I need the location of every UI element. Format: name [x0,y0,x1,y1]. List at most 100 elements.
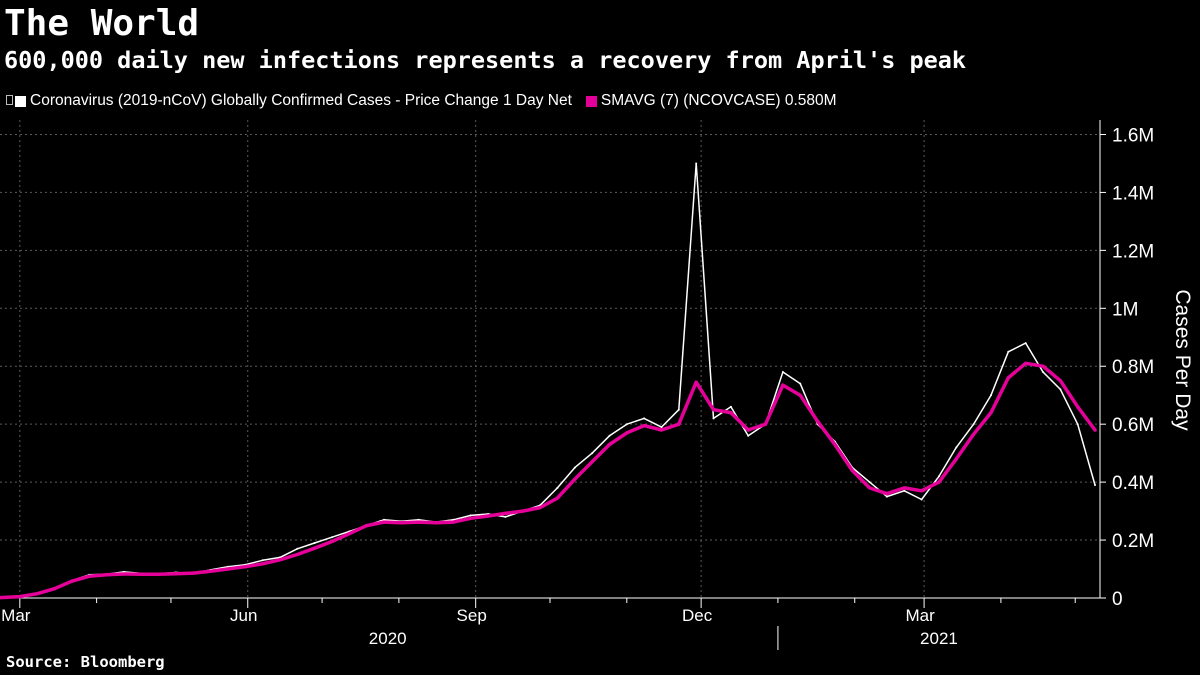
daily-cases-point [469,514,472,517]
smavg-point [850,468,854,473]
daily-cases-point [556,486,559,489]
y-tick-label: 1.2M [1112,241,1154,262]
daily-cases-point [677,408,680,411]
source-note: Source: Bloomberg [6,653,165,671]
smavg-point [313,546,317,550]
legend-label-daily-cases: Coronavirus (2019-nCoV) Globally Confirm… [30,92,572,109]
daily-cases-point [296,547,299,550]
smavg-point [0,596,2,600]
smavg-point [226,567,230,571]
smavg-point [104,573,109,577]
legend-item-smavg[interactable]: SMAVG (7) (NCOVCASE) 0.580M [585,92,837,110]
daily-cases-point [608,434,611,437]
daily-cases-point [990,394,992,397]
smavg-point [920,489,924,493]
smavg-point [139,572,143,576]
y-tick-label: 0.4M [1112,473,1154,494]
smavg-point [209,569,213,573]
smavg-point [573,477,577,481]
daily-cases-point [799,382,802,385]
smavg-point [382,520,386,524]
daily-cases-point [1059,388,1062,391]
smavg-point [70,579,74,583]
y-tick-label: 0.8M [1112,357,1154,378]
daily-cases-point [625,423,628,426]
gridlines [0,120,1100,599]
smavg-point [1024,361,1028,365]
smavg-point [729,411,733,415]
daily-cases-point [660,426,663,429]
smavg-point [521,509,525,513]
daily-cases-point [417,518,420,521]
daily-cases-point [1024,342,1027,345]
y-axis-title: Cases Per Day [1171,289,1194,431]
daily-cases-point [1076,423,1079,426]
smavg-point [347,532,351,536]
pin-icon [6,95,13,105]
smavg-point [486,514,490,518]
legend: Coronavirus (2019-nCoV) Globally Confirm… [6,90,851,112]
daily-cases-point [868,481,871,484]
daily-cases-point [729,405,732,408]
legend-label-smavg: SMAVG (7) (NCOVCASE) 0.580M [600,92,837,109]
smavg-point [35,592,39,596]
legend-item-daily-cases[interactable]: Coronavirus (2019-nCoV) Globally Confirm… [6,92,572,110]
x-tick-label: Sep [457,606,487,625]
daily-cases-point [885,495,888,498]
daily-cases-point [695,162,698,165]
daily-cases-point [972,423,975,426]
smavg-point [18,595,22,599]
smavg-point [1006,376,1010,380]
smavg-point [798,393,802,397]
smavg-point [174,572,178,576]
smavg-point [87,574,91,578]
daily-cases-point [1042,371,1044,373]
y-tick-label: 1.4M [1112,183,1154,204]
smavg-point [469,516,473,520]
daily-cases-point [938,475,940,478]
smavg-point [868,486,872,490]
smavg-point [538,506,542,510]
smavg-point [399,521,403,525]
axes [0,120,1106,650]
smavg-point [1041,364,1045,368]
y-tick-label: 1.6M [1112,125,1154,146]
smavg-point [122,572,126,576]
chart-title: The World [4,3,200,44]
smavg-point [642,424,646,428]
daily-cases-point [1007,350,1010,353]
smavg-point [434,521,438,525]
smavg-point [937,480,941,484]
y-tick-label: 0.2M [1112,531,1154,552]
smavg-point [590,460,594,464]
daily-cases-point [504,515,507,518]
smavg-point [659,428,664,432]
y-tick-label: 0.6M [1112,415,1154,436]
smavg-line [0,361,1097,600]
legend-swatch-smavg [585,95,597,107]
smavg-point [763,422,768,426]
smavg-point [243,565,247,569]
x-tick-label: Dec [682,606,713,625]
daily-cases-point [903,489,906,492]
smavg-point [295,552,299,557]
smavg-point [1093,428,1097,432]
axis-labels: 0 0.2M 0.4M 0.6M 0.8M 1M 1.2M 1.4M 1.6M Mar Jun Sep… [1,125,1194,648]
smavg-point [607,442,612,447]
smavg-point [781,383,785,387]
daily-cases-point [1094,484,1096,486]
smavg-point [833,442,837,447]
smavg-point [451,520,455,524]
smavg-point [972,432,976,436]
daily-cases-point [747,434,750,437]
year-label: 2021 [920,629,958,648]
smavg-point [677,422,681,426]
series-group [0,162,1097,600]
smavg-point [989,411,993,415]
smavg-point [191,571,195,575]
year-label: 2020 [369,629,407,648]
smavg-point [902,486,906,490]
daily-cases-point [712,417,715,420]
smavg-point [503,511,507,515]
